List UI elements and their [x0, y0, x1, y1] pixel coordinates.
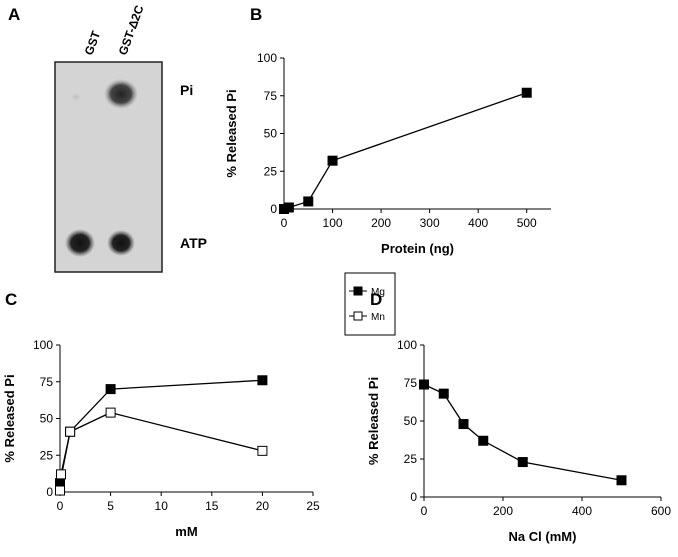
gel-spot — [104, 79, 138, 109]
legend-box — [344, 272, 396, 336]
y-tick-label: 100 — [397, 338, 417, 352]
panel-letter: B — [250, 5, 262, 24]
data-point — [105, 384, 116, 395]
x-tick-label: 500 — [517, 216, 537, 230]
lane-label: GST-Δ2C — [116, 3, 147, 57]
y-tick-label: 0 — [46, 485, 53, 499]
data-line — [283, 92, 527, 210]
band-label: Pi — [180, 82, 193, 98]
y-tick-label: 0 — [270, 202, 277, 216]
panel-letter: D — [370, 290, 382, 309]
x-tick-label: 400 — [572, 504, 592, 518]
y-tick-label: 100 — [33, 338, 53, 352]
x-tick-label: 400 — [468, 216, 488, 230]
x-tick-label: 100 — [323, 216, 343, 230]
x-axis-title: Protein (ng) — [381, 241, 454, 256]
x-tick-label: 5 — [107, 499, 114, 513]
y-tick-label: 25 — [40, 448, 54, 462]
data-point — [327, 155, 338, 166]
y-tick-label: 75 — [404, 376, 418, 390]
legend-label: Mn — [371, 312, 385, 323]
y-axis-title: % Released Pi — [2, 374, 17, 462]
data-point — [55, 485, 65, 496]
x-tick-label: 200 — [371, 216, 391, 230]
y-tick-label: 50 — [40, 412, 54, 426]
data-point — [616, 475, 627, 486]
y-tick-label: 75 — [264, 89, 278, 103]
x-tick-label: 300 — [420, 216, 440, 230]
x-tick-label: 600 — [651, 504, 671, 518]
data-line — [59, 411, 263, 491]
legend-marker — [353, 286, 363, 296]
lane-label: GST — [82, 28, 104, 57]
y-tick-label: 50 — [264, 127, 278, 141]
data-point — [458, 419, 469, 430]
data-point — [521, 87, 532, 98]
data-point — [478, 435, 489, 446]
y-tick-label: 75 — [40, 375, 54, 389]
x-tick-label: 20 — [256, 499, 270, 513]
y-axis-title: % Released Pi — [224, 89, 239, 177]
y-tick-label: 0 — [410, 490, 417, 504]
band-label: ATP — [180, 235, 207, 251]
legend-label: Mg — [371, 287, 385, 298]
x-tick-label: 10 — [155, 499, 169, 513]
data-point — [257, 375, 268, 386]
panel-letter: C — [5, 290, 17, 309]
y-tick-label: 100 — [257, 51, 277, 65]
data-point — [419, 379, 429, 390]
x-tick-label: 25 — [306, 499, 320, 513]
x-tick-label: 0 — [57, 499, 64, 513]
data-point — [517, 457, 528, 468]
x-tick-label: 15 — [205, 499, 219, 513]
x-tick-label: 0 — [421, 504, 428, 518]
gel-spot — [65, 229, 95, 257]
panel-letter: A — [8, 5, 20, 24]
x-axis-title: Na Cl (mM) — [509, 529, 577, 544]
data-point — [105, 407, 116, 418]
y-tick-label: 25 — [264, 164, 278, 178]
y-axis-title: % Released Pi — [366, 377, 381, 465]
y-tick-label: 25 — [404, 452, 418, 466]
gel-spot — [68, 91, 84, 103]
data-point — [438, 388, 449, 399]
data-point — [56, 469, 67, 480]
gel — [54, 61, 163, 273]
y-tick-label: 50 — [404, 414, 418, 428]
data-point — [283, 202, 294, 213]
x-axis-title: mM — [175, 524, 197, 539]
data-point — [65, 426, 76, 437]
data-line — [59, 379, 263, 484]
x-tick-label: 0 — [281, 216, 288, 230]
legend-marker — [353, 311, 363, 321]
data-point — [257, 445, 268, 456]
gel-spot — [107, 230, 135, 256]
legend: Mg Mn — [344, 272, 396, 336]
x-tick-label: 200 — [493, 504, 513, 518]
data-point — [303, 196, 314, 207]
